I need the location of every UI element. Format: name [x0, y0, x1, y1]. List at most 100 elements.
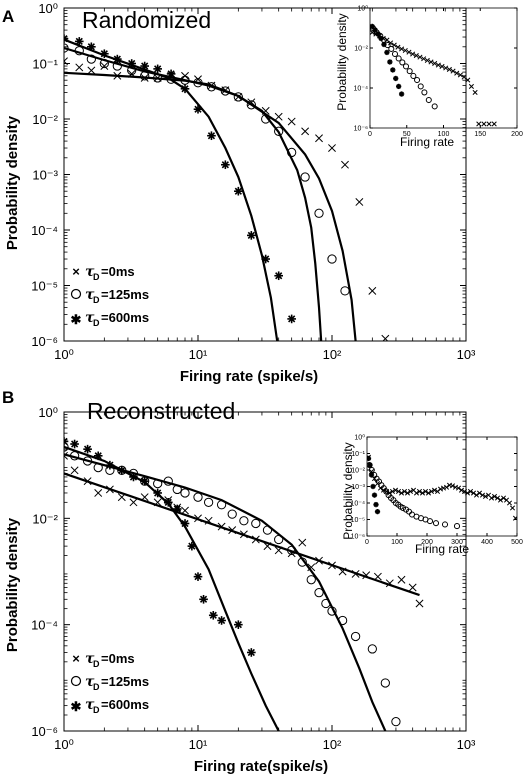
series-0	[64, 57, 390, 341]
legend-b-label-1: =125ms	[101, 674, 149, 689]
data-point-s1-1	[69, 451, 80, 461]
x-tick-label: 50	[403, 131, 411, 138]
data-point-s0-11-b	[398, 490, 405, 496]
data-point-s0-4	[105, 485, 114, 494]
data-point-s1-5	[388, 45, 395, 52]
y-tick-label: 10⁻³	[351, 484, 365, 491]
legend-b-sub-2: D	[93, 705, 100, 715]
data-point-s0-38	[479, 492, 486, 498]
data-point-s0-22-b	[355, 198, 364, 206]
legend-b-marker-x: ×	[72, 651, 80, 666]
data-point-s2-8	[153, 488, 162, 498]
x-tick-label: 200	[421, 539, 433, 546]
data-point-s0-13-b	[404, 490, 411, 496]
data-point-s2-3	[378, 35, 384, 42]
data-point-s0-12	[401, 488, 408, 495]
data-point-s0-28	[449, 483, 456, 489]
data-point-s0-21-b	[298, 538, 307, 547]
data-point-s2-6-arm-3	[129, 473, 138, 481]
data-point-s2-3-arm-3	[378, 36, 384, 41]
data-point-s2-0	[367, 455, 372, 462]
data-point-s1-2	[86, 54, 96, 64]
data-point-s0-18	[301, 127, 310, 136]
data-point-s0-44	[497, 497, 504, 503]
data-point-s0-22	[431, 487, 438, 493]
data-point-s0-10-b	[395, 488, 402, 495]
data-point-s0-12-b	[413, 52, 419, 59]
data-point-s2-8-arm-3	[154, 489, 162, 497]
data-point-s0-37-b	[476, 490, 483, 496]
series-2	[367, 455, 381, 515]
data-point-s2-1-arm-3	[367, 462, 373, 468]
data-point-s2-11-arm-3	[207, 132, 216, 140]
panel-b-inset: 0 100 200 300 400 500 10⁰ 10⁻¹ 10⁻² 10⁻³ 10⁻⁴ 10⁻⁵ 1…	[351, 434, 523, 547]
x-tick-label: 400	[481, 539, 493, 546]
data-point-s1-18	[300, 172, 310, 182]
data-point-s1-22	[306, 575, 316, 585]
data-point-s2-1	[367, 462, 373, 468]
data-point-s0-25	[461, 74, 467, 80]
data-point-s0-25-b	[461, 74, 467, 80]
data-point-s0-7-b	[140, 493, 149, 502]
data-point-s0-49	[512, 515, 517, 521]
data-point-s0-0	[64, 57, 68, 66]
data-point-s0-5-b	[388, 40, 394, 46]
data-point-s0-41	[488, 495, 495, 501]
data-point-s0-18	[419, 490, 426, 496]
data-point-s1-26	[337, 615, 348, 626]
data-point-s2-9-arm-3	[396, 83, 402, 89]
legend-a-item-2: ✱ τ D =600ms	[71, 310, 150, 328]
x-tick-label: 300	[451, 539, 463, 546]
data-point-s1-11	[180, 488, 190, 498]
data-point-s0-7-b	[153, 73, 162, 82]
data-point-s1-9	[180, 75, 190, 85]
data-point-s0-36	[473, 492, 480, 498]
data-point-s2-17-arm-3	[288, 315, 296, 323]
legend-a-label-0: =0ms	[101, 264, 135, 279]
data-point-s2-0-arm-3	[64, 35, 68, 40]
data-point-s2-6-arm-3	[375, 509, 380, 515]
data-point-s2-3-arm-3	[370, 484, 376, 489]
data-point-s1-21	[426, 518, 434, 525]
y-tick-label: 10⁻²	[351, 468, 365, 475]
data-point-s2-14	[199, 594, 208, 604]
y-tick-label: 10⁻⁶	[31, 724, 58, 739]
panel-a-inset-xlabel: Firing rate	[400, 135, 454, 149]
data-point-s2-4	[381, 41, 387, 48]
data-point-s2-0	[64, 437, 69, 446]
data-point-s0-16	[274, 112, 283, 121]
data-point-s0-30-b	[481, 121, 487, 127]
data-point-s0-9	[392, 487, 399, 493]
data-point-s0-15-b	[261, 106, 270, 115]
data-point-s0-5-b	[117, 493, 126, 502]
data-point-s2-15-arm-3	[262, 255, 270, 263]
data-point-s0-33	[464, 490, 471, 496]
data-point-s1-2	[82, 456, 93, 466]
data-point-s1-29	[380, 678, 390, 688]
data-point-s0-29-b	[452, 484, 459, 490]
data-point-s0-11-b	[410, 51, 416, 57]
data-point-s0-14-b	[247, 98, 256, 107]
data-point-s0-38-b	[479, 492, 486, 498]
plot-area	[370, 23, 497, 127]
data-point-s0-19-b	[274, 546, 283, 555]
data-point-s0-18	[435, 62, 441, 68]
data-point-s2-6	[387, 59, 393, 65]
data-point-s2-5-arm-3	[373, 502, 379, 508]
y-tick-label: 10⁰	[38, 1, 58, 16]
data-point-s0-20-b	[425, 490, 432, 496]
panel-a-title: Randomized	[82, 7, 211, 33]
x-tick-label: 100	[438, 131, 450, 138]
data-point-s0-8-b	[389, 488, 396, 495]
data-point-s0-23	[315, 556, 323, 565]
data-point-s2-12	[187, 541, 197, 551]
x-tick-label: 10⁰	[54, 737, 74, 752]
data-point-s0-31	[458, 487, 465, 493]
series-0	[64, 451, 424, 608]
panel-a-inset: 0 50 100 150 200 10⁰ 10⁻² 10⁻⁴ 10⁻⁶	[354, 5, 523, 139]
data-point-s2-8-arm-3	[393, 76, 399, 81]
data-point-s0-16-b	[413, 490, 420, 496]
y-tick-label: 10⁻²	[32, 112, 58, 127]
data-point-s2-9-arm-3	[164, 498, 172, 506]
series-2	[64, 34, 296, 324]
